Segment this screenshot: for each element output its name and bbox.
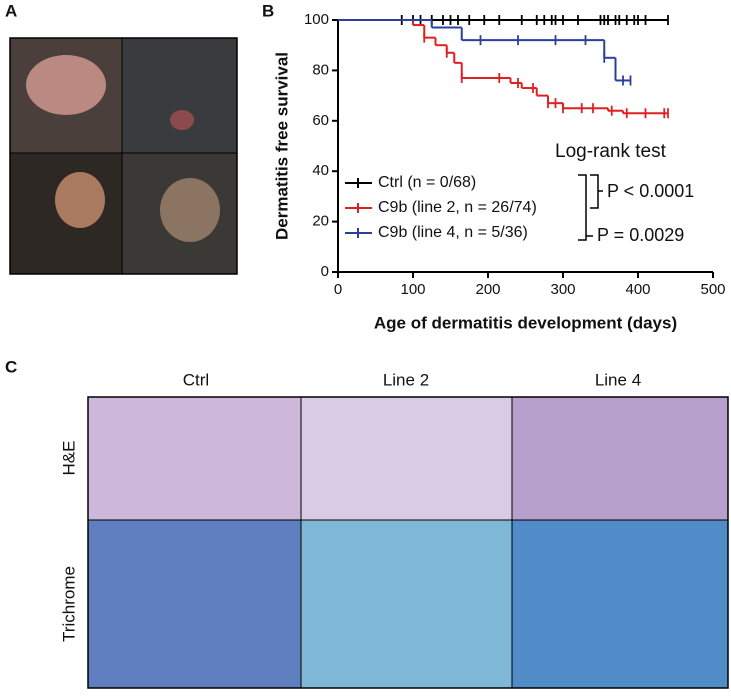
bracket xyxy=(590,174,603,209)
photo-detail xyxy=(170,110,194,130)
micrograph xyxy=(512,520,728,688)
y-tick-label: 40 xyxy=(312,162,329,179)
x-tick-label: 300 xyxy=(550,281,575,298)
y-tick-label: 60 xyxy=(312,112,329,129)
x-tick-label: 100 xyxy=(400,281,425,298)
row-label: Trichrome xyxy=(59,566,78,642)
y-tick-label: 100 xyxy=(304,11,329,28)
photo-detail xyxy=(26,55,106,115)
y-tick-label: 20 xyxy=(312,213,329,230)
y-tick-label: 0 xyxy=(321,263,329,280)
row-label: H&E xyxy=(59,441,78,476)
micrograph xyxy=(88,520,301,688)
x-tick-label: 200 xyxy=(475,281,500,298)
x-tick-label: 500 xyxy=(700,281,725,298)
panel-label: B xyxy=(262,1,274,20)
micrograph xyxy=(301,520,512,688)
y-axis-label: Dermatitis free survival xyxy=(272,52,291,240)
photo-border xyxy=(9,37,238,275)
legend-label: C9b (line 2, n = 26/74) xyxy=(378,199,537,216)
x-tick-label: 0 xyxy=(334,281,342,298)
survival-chart: 0 20 40 60 80 100 0 100 200 300 400 500 Age of derma… xyxy=(272,11,725,333)
y-tick-label: 80 xyxy=(312,61,329,78)
panel-label: A xyxy=(5,1,17,20)
photo-grid xyxy=(9,37,238,275)
micrograph xyxy=(512,397,728,520)
photo-detail xyxy=(160,178,220,242)
column-label: Ctrl xyxy=(183,370,209,389)
annotation: P < 0.0001 xyxy=(607,181,694,201)
micrograph xyxy=(88,397,301,520)
x-axis-label: Age of dermatitis development (days) xyxy=(374,313,677,332)
legend-label: C9b (line 4, n = 5/36) xyxy=(378,224,528,241)
bracket xyxy=(578,174,593,241)
panel-label: C xyxy=(5,357,17,376)
column-label: Line 4 xyxy=(595,370,641,389)
annotation: Log-rank test xyxy=(555,141,667,162)
grid-border xyxy=(87,396,729,689)
photo-detail xyxy=(55,172,105,228)
annotation: P = 0.0029 xyxy=(597,225,684,245)
x-tick-label: 400 xyxy=(625,281,650,298)
column-label: Line 2 xyxy=(383,370,429,389)
micrograph xyxy=(301,397,512,520)
histology-grid: Ctrl Line 2 Line 4 H&E Trichrome xyxy=(59,370,729,689)
legend-label: Ctrl (n = 0/68) xyxy=(378,174,476,191)
photo xyxy=(122,38,237,153)
